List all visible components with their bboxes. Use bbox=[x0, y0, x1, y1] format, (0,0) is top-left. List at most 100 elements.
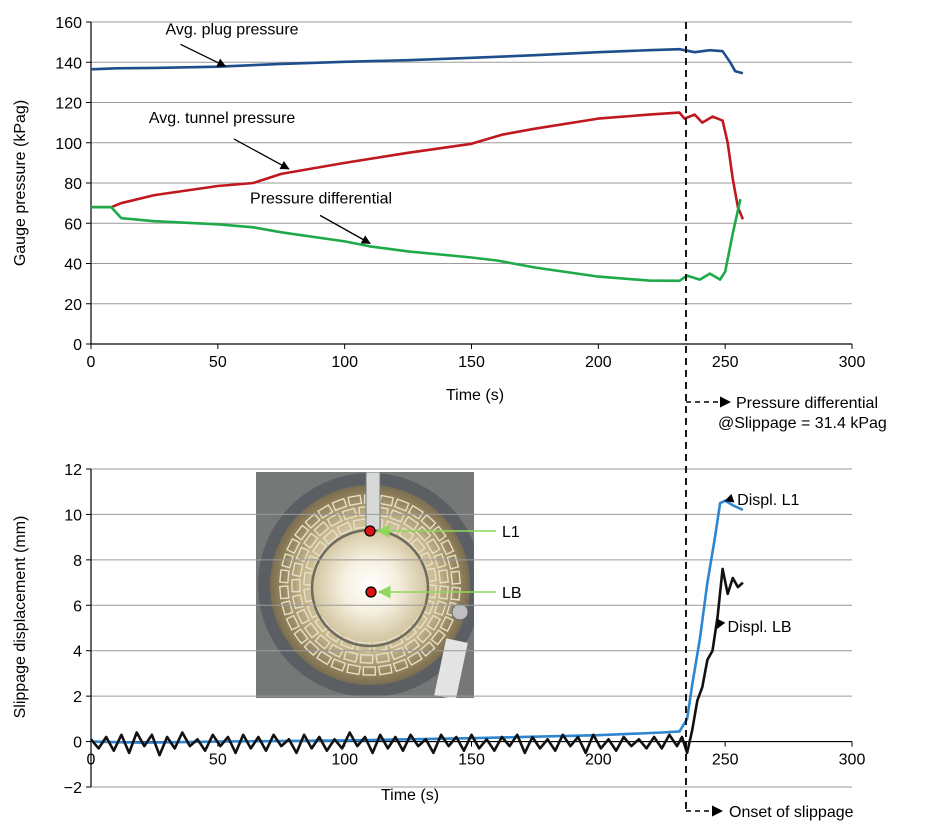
weave-cell bbox=[416, 627, 433, 644]
weave-cell bbox=[425, 538, 441, 555]
weave-cell bbox=[291, 562, 304, 578]
bottom-y-tick-label: 0 bbox=[73, 735, 82, 752]
weave-cell bbox=[388, 509, 405, 523]
top-axes: 0 20 40 60 80 100 120 140 160 0 50 100 150 200 250 300 bbox=[55, 15, 865, 371]
weave-cell bbox=[430, 629, 446, 646]
bottom-callout-text: Onset of slippage bbox=[729, 804, 854, 821]
weave-cell bbox=[410, 537, 426, 554]
weave-cell bbox=[304, 513, 321, 529]
weave-cell bbox=[331, 497, 348, 512]
bottom-y-axis-label: Slippage displacement (mm) bbox=[12, 516, 29, 719]
bottom-annotation-label: Displ. L1 bbox=[737, 492, 799, 509]
inset-photo: L1 LB bbox=[256, 472, 522, 698]
bottom-x-tick-label: 0 bbox=[87, 752, 96, 769]
top-y-axis-label: Gauge pressure (kPag) bbox=[12, 100, 29, 266]
label-l1: L1 bbox=[502, 524, 520, 541]
weave-cell bbox=[303, 622, 320, 639]
top-x-tick-label: 100 bbox=[331, 354, 358, 371]
weave-cell bbox=[412, 613, 429, 630]
weave-cell bbox=[285, 614, 300, 631]
weave-cell bbox=[313, 521, 330, 537]
top-callout-line1: Pressure differential bbox=[736, 395, 878, 412]
top-y-tick-label: 40 bbox=[64, 257, 82, 274]
bottom-annotation-label: Displ. LB bbox=[728, 619, 792, 636]
top-x-tick-label: 300 bbox=[839, 354, 866, 371]
bottom-callout: Onset of slippage bbox=[686, 804, 854, 821]
bottom-x-tick-label: 150 bbox=[458, 752, 485, 769]
weave-cell bbox=[392, 658, 409, 673]
bottom-y-tick-label: 12 bbox=[64, 462, 82, 479]
weave-cell bbox=[327, 643, 345, 659]
weave-cell bbox=[341, 507, 358, 521]
weave-cell bbox=[293, 524, 310, 541]
weave-cell bbox=[401, 625, 418, 641]
top-x-tick-label: 200 bbox=[585, 354, 612, 371]
weave-cell bbox=[387, 634, 404, 649]
weave-cell bbox=[322, 529, 339, 545]
top-annotation-arrow bbox=[233, 138, 290, 170]
weave-cell bbox=[279, 569, 290, 584]
marker-l1 bbox=[364, 525, 376, 537]
top-annotations: Avg. plug pressure Avg. tunnel pressure Pr… bbox=[149, 21, 392, 244]
top-grid bbox=[91, 21, 852, 305]
weave-cell bbox=[403, 638, 421, 654]
weave-cell bbox=[420, 513, 437, 530]
weave-cell bbox=[419, 551, 434, 568]
weave-cell bbox=[302, 532, 319, 549]
weave-cell bbox=[406, 651, 423, 667]
weave-cell bbox=[426, 614, 442, 631]
weave-cell bbox=[293, 628, 309, 645]
top-callout-line2: @Slippage = 31.4 kPag bbox=[718, 415, 887, 432]
weave-cell bbox=[446, 554, 460, 570]
weave-cell bbox=[375, 652, 391, 664]
bottom-annotation-arrow bbox=[724, 493, 735, 503]
top-y-tick-label: 0 bbox=[73, 337, 82, 354]
weave-cell bbox=[314, 633, 331, 650]
top-y-tick-label: 100 bbox=[55, 136, 82, 153]
weave-cell bbox=[440, 539, 455, 556]
bottom-x-tick-label: 250 bbox=[712, 752, 739, 769]
bottom-annotation-arrow bbox=[716, 618, 726, 629]
bottom-annotations: Displ. L1 Displ. LB bbox=[716, 492, 800, 636]
weave-cell bbox=[377, 663, 393, 676]
top-y-tick-label: 20 bbox=[64, 297, 82, 314]
weave-cell bbox=[291, 578, 301, 593]
weave-cell bbox=[438, 569, 449, 584]
bottom-x-tick-label: 50 bbox=[209, 752, 227, 769]
photo-sensor-rod bbox=[365, 472, 381, 531]
top-x-axis-label: Time (s) bbox=[446, 387, 504, 404]
top-annotation-label: Pressure differential bbox=[250, 190, 392, 207]
bottom-y-tick-label: 4 bbox=[73, 644, 82, 661]
label-lb: LB bbox=[502, 585, 522, 602]
weave-cell bbox=[362, 666, 376, 676]
weave-cell bbox=[407, 504, 424, 520]
weave-cell bbox=[330, 658, 347, 672]
top-y-tick-label: 120 bbox=[55, 96, 82, 113]
weave-cell bbox=[340, 636, 357, 650]
bottom-series-1 bbox=[90, 567, 744, 757]
photo-pipe-end bbox=[451, 603, 469, 621]
weave-cell bbox=[450, 570, 461, 585]
weave-cell bbox=[286, 537, 301, 555]
top-annotation-label: Avg. tunnel pressure bbox=[149, 110, 296, 127]
bottom-y-tick-label: 6 bbox=[73, 598, 82, 615]
top-series-2 bbox=[91, 198, 742, 283]
weave-cell bbox=[346, 663, 362, 676]
weave-cell bbox=[433, 600, 447, 616]
top-annotation-arrow bbox=[319, 214, 371, 244]
top-x-tick-label: 50 bbox=[209, 354, 227, 371]
weave-cell bbox=[279, 585, 290, 600]
bottom-y-tick-label: 2 bbox=[73, 689, 82, 706]
weave-cell bbox=[311, 540, 328, 558]
weave-cell bbox=[314, 616, 330, 633]
weave-cell bbox=[402, 515, 420, 532]
bottom-x-tick-label: 200 bbox=[585, 752, 612, 769]
top-series-1 bbox=[91, 111, 745, 220]
bottom-y-tick-label: 8 bbox=[73, 553, 82, 570]
marker-lb bbox=[365, 586, 377, 598]
photo-pipe bbox=[434, 638, 468, 698]
top-x-tick-label: 150 bbox=[458, 354, 485, 371]
